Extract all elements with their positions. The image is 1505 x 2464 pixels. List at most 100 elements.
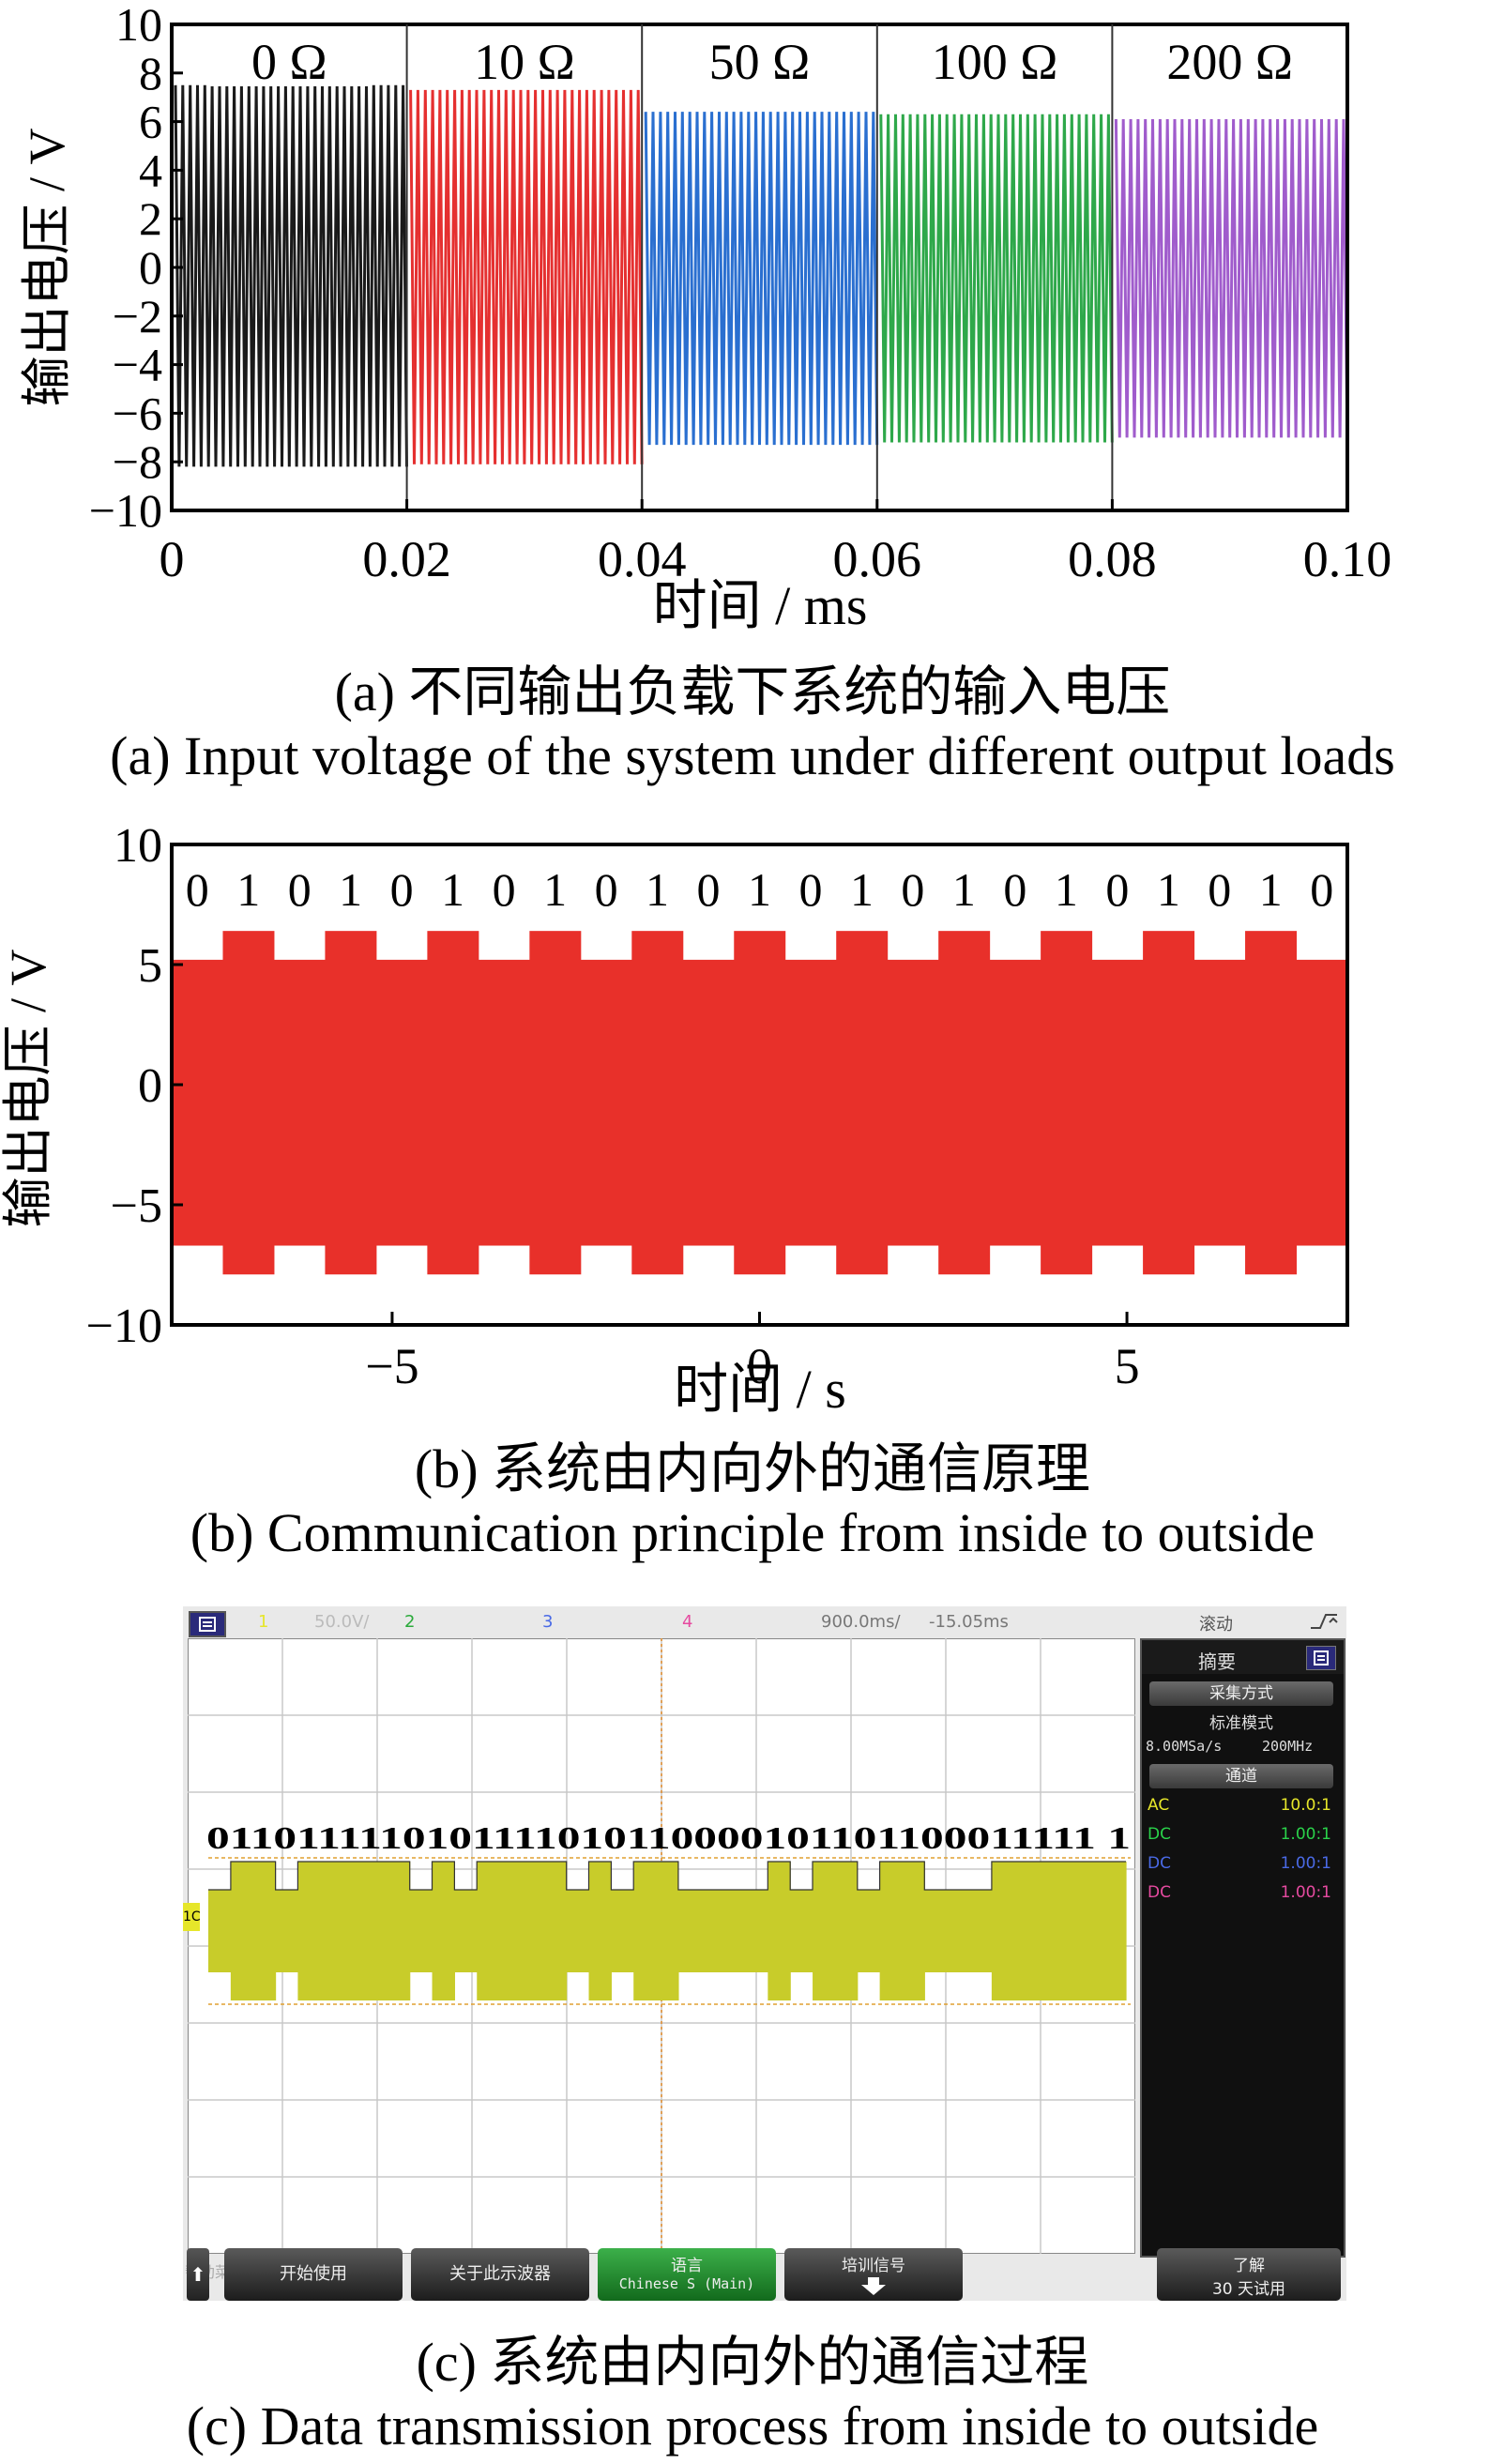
segment-label-bg-4 xyxy=(1148,28,1311,86)
acq-header[interactable]: 采集方式 xyxy=(1149,1681,1333,1706)
series-a-3 xyxy=(879,114,1114,443)
ytick-label-a-4: 2 xyxy=(139,192,162,245)
scope-bit-seg-37 xyxy=(1036,1862,1060,2000)
start-button[interactable]: 开始使用 xyxy=(224,2248,403,2301)
ch2-indicator[interactable]: 2 xyxy=(404,1612,416,1632)
scope-bit-seg-32 xyxy=(924,1890,948,1972)
channel-row-1[interactable]: AC 10.0:1 xyxy=(1148,1794,1335,1820)
ytick-label-a-1: 8 xyxy=(139,47,162,99)
scope-bit-seg-17 xyxy=(588,1862,612,2000)
bit-label-b-2: 0 xyxy=(288,863,312,916)
bit-label-b-13: 1 xyxy=(850,863,874,916)
scope-bit-seg-2 xyxy=(252,1862,277,2000)
language-button[interactable]: 语言 Chinese S (Main) xyxy=(598,2248,776,2301)
scope-bit-seg-1 xyxy=(230,1862,254,2000)
training-title: 培训信号 xyxy=(842,2257,905,2275)
scope-top-bar: 1 50.0V/ 2 3 4 900.0ms/ -15.05ms 滚动 xyxy=(183,1606,1346,1638)
scope-bit-seg-21 xyxy=(677,1890,702,1972)
scope-bit-seg-33 xyxy=(947,1890,970,1972)
trigger-mode[interactable]: 滚动 xyxy=(1199,1615,1233,1635)
caption-a-en: (a) Input voltage of the system under di… xyxy=(110,725,1395,786)
side-panel-menu-icon[interactable] xyxy=(1306,1646,1336,1670)
ch1-scale: 50.0V/ xyxy=(314,1612,370,1632)
scope-bit-seg-18 xyxy=(611,1890,634,1972)
channel-coupling-1: AC xyxy=(1148,1796,1170,1815)
ytick-label-a-6: −2 xyxy=(113,290,162,342)
segment-label-3: 100 Ω xyxy=(932,34,1058,90)
language-title: 语言 xyxy=(671,2257,703,2275)
scope-bit-seg-36 xyxy=(1013,1862,1038,2000)
bit-envelope-b-7 xyxy=(529,931,582,1275)
chart-a-xlabel: 时间 / ms xyxy=(653,575,868,636)
up-key[interactable]: ⬆ xyxy=(187,2248,209,2301)
segment-label-bg-1 xyxy=(443,28,605,86)
ch3-indicator[interactable]: 3 xyxy=(542,1612,554,1632)
scope-bit-seg-4 xyxy=(297,1862,321,2000)
scope-menu-icon[interactable] xyxy=(189,1611,226,1637)
trial-button[interactable]: 了解 30 天试用 xyxy=(1157,2248,1341,2301)
scope-waveform-area: 0110111110101111010110000101101100011111… xyxy=(188,1638,1135,2254)
about-button[interactable]: 关于此示波器 xyxy=(411,2248,589,2301)
scope-bit-seg-26 xyxy=(790,1890,813,1972)
bit-envelope-b-14 xyxy=(887,959,939,1246)
scope-bit-seg-16 xyxy=(566,1890,590,1972)
timebase[interactable]: 900.0ms/ xyxy=(821,1612,901,1632)
chart-b-xlabel: 时间 / s xyxy=(674,1359,846,1420)
bit-label-b-9: 1 xyxy=(646,863,669,916)
bit-envelope-b-9 xyxy=(631,931,684,1275)
ch1-ground-marker[interactable]: 1C xyxy=(183,1903,201,1931)
bit-label-b-11: 1 xyxy=(748,863,771,916)
trial-title: 了解 xyxy=(1233,2257,1265,2275)
ytick-label-a-3: 4 xyxy=(139,144,162,196)
bit-envelope-b-13 xyxy=(836,931,889,1275)
ch1-indicator[interactable]: 1 xyxy=(258,1612,269,1632)
channel-row-4[interactable]: DC 1.00:1 xyxy=(1148,1881,1335,1908)
time-offset[interactable]: -15.05ms xyxy=(929,1612,1009,1632)
scope-bit-seg-38 xyxy=(1058,1862,1082,2000)
ytick-label-a-2: 6 xyxy=(139,96,162,148)
scope-bit-seg-27 xyxy=(813,1862,836,2000)
ytick-label-a-10: −10 xyxy=(89,484,162,537)
bit-label-b-4: 0 xyxy=(390,863,414,916)
training-signal-button[interactable]: 培训信号 xyxy=(784,2248,963,2301)
bit-envelope-b-2 xyxy=(273,959,326,1246)
channel-row-3[interactable]: DC 1.00:1 xyxy=(1148,1852,1335,1878)
channel-probe-2: 1.00:1 xyxy=(1280,1825,1331,1844)
sample-rate: 8.00MSa/s xyxy=(1146,1738,1223,1755)
ytick-label-a-5: 0 xyxy=(139,241,162,294)
scope-side-panel: 摘要 采集方式 标准模式 8.00MSa/s 200MHz 通道 AC 10.0:… xyxy=(1140,1638,1345,2258)
bit-label-b-5: 1 xyxy=(441,863,464,916)
scope-screen: 1 50.0V/ 2 3 4 900.0ms/ -15.05ms 滚动 0110… xyxy=(183,1606,1346,2301)
bit-label-b-20: 0 xyxy=(1208,863,1231,916)
scope-bit-seg-0 xyxy=(208,1890,232,1972)
bit-envelope-b-1 xyxy=(222,931,275,1275)
ytick-label-b-2: 0 xyxy=(138,1059,162,1113)
channel-header[interactable]: 通道 xyxy=(1149,1764,1333,1788)
scope-bit-seg-9 xyxy=(409,1890,433,1972)
scope-bit-seg-31 xyxy=(902,1862,925,2000)
ytick-label-b-0: 10 xyxy=(114,819,162,873)
channel-row-2[interactable]: DC 1.00:1 xyxy=(1148,1823,1335,1849)
xtick-label-b-2: 5 xyxy=(1115,1338,1140,1394)
scope-bit-string: 0110111110101111010110000101101100011111… xyxy=(206,1821,1131,1856)
caption-c-cn: (c) 系统由内向外的通信过程 xyxy=(416,2332,1089,2393)
ch4-indicator[interactable]: 4 xyxy=(682,1612,693,1632)
trigger-edge-icon xyxy=(1309,1609,1341,1638)
ytick-label-a-9: −8 xyxy=(113,435,162,488)
bit-label-b-18: 0 xyxy=(1105,863,1129,916)
bit-envelope-b-3 xyxy=(325,931,377,1275)
segment-label-4: 200 Ω xyxy=(1166,34,1293,90)
scope-bit-seg-6 xyxy=(342,1862,366,2000)
scope-bit-seg-25 xyxy=(768,1862,791,2000)
bit-label-b-22: 0 xyxy=(1310,863,1333,916)
bit-label-b-3: 1 xyxy=(339,863,362,916)
xtick-label-a-5: 0.10 xyxy=(1303,531,1392,587)
bit-envelope-b-4 xyxy=(375,959,428,1246)
xtick-label-a-4: 0.08 xyxy=(1068,531,1157,587)
channel-coupling-2: DC xyxy=(1148,1825,1171,1844)
scope-bit-seg-22 xyxy=(700,1890,724,1972)
bit-envelope-b-0 xyxy=(172,959,223,1246)
arrow-down-icon xyxy=(784,2275,963,2300)
series-a-0 xyxy=(174,84,408,467)
